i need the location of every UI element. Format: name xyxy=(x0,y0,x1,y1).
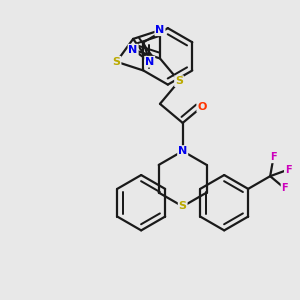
Text: F: F xyxy=(270,152,277,162)
Text: N: N xyxy=(178,146,187,156)
Text: F: F xyxy=(285,165,291,175)
Text: S: S xyxy=(175,76,183,86)
Text: S: S xyxy=(179,201,187,212)
Text: N: N xyxy=(128,45,138,55)
Text: F: F xyxy=(281,183,288,194)
Text: S: S xyxy=(112,57,121,67)
Text: N: N xyxy=(145,57,154,67)
Text: N: N xyxy=(155,25,165,35)
Text: O: O xyxy=(197,102,207,112)
